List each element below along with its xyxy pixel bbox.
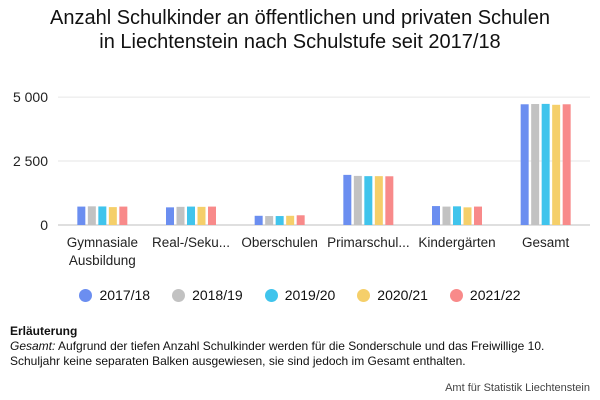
legend-label: 2017/18	[99, 287, 151, 303]
legend-item[interactable]: 2020/21	[357, 287, 428, 303]
bar	[364, 176, 373, 225]
legend-label: 2019/20	[284, 287, 336, 303]
x-tick-label: Gesamt	[522, 235, 570, 250]
bar	[265, 216, 274, 225]
bar	[531, 104, 540, 225]
bar	[197, 206, 206, 225]
legend-marker	[357, 288, 371, 302]
explanation-note: Erläuterung Gesamt: Aufgrund der tiefen …	[10, 324, 595, 369]
bar	[374, 176, 383, 225]
bar	[98, 206, 107, 225]
bars	[77, 103, 571, 225]
source-credit: Amt für Statistik Liechtenstein	[445, 382, 590, 394]
y-tick-label: 5 000	[13, 89, 48, 105]
bar	[119, 206, 128, 225]
note-text: Aufgrund der tiefen Anzahl Schulkinder w…	[10, 339, 545, 368]
x-tick-label: Primarschul...	[327, 235, 410, 250]
bar	[453, 206, 461, 225]
bar	[474, 206, 482, 225]
bar	[296, 215, 305, 225]
y-axis-ticks: 0 2 500 5 000	[13, 89, 48, 233]
bar	[562, 104, 571, 225]
legend-item[interactable]: 2019/20	[264, 287, 336, 303]
legend-marker	[79, 288, 93, 302]
bar	[166, 207, 174, 225]
bar	[187, 206, 195, 225]
legend-label: 2021/22	[469, 287, 521, 303]
x-tick-label: Oberschulen	[241, 235, 318, 250]
bar	[353, 175, 362, 225]
legend-item[interactable]: 2021/22	[449, 287, 521, 303]
legend-marker	[264, 288, 278, 302]
note-body: Gesamt: Aufgrund der tiefen Anzahl Schul…	[10, 339, 595, 369]
x-tick-label: Ausbildung	[69, 253, 136, 268]
bar	[432, 206, 440, 225]
legend-marker	[172, 288, 186, 302]
bar	[541, 103, 550, 225]
bar	[520, 104, 529, 225]
bar	[77, 206, 86, 225]
bar-chart: 0 2 500 5 000 Gymnasiale Ausbildung Real-/Se…	[13, 89, 590, 268]
bar	[385, 176, 394, 225]
y-tick-label: 2 500	[13, 153, 48, 169]
x-tick-label: Real-/Seku...	[152, 235, 230, 250]
y-tick-label: 0	[40, 217, 48, 233]
legend-item[interactable]: 2017/18	[79, 287, 150, 303]
chart-title: Anzahl Schulkinder an öffentlichen und p…	[50, 7, 550, 53]
legend-marker	[449, 288, 463, 302]
legend-item[interactable]: 2018/19	[172, 287, 243, 303]
x-axis-labels: Gymnasiale Ausbildung Real-/Seku... Obersch…	[67, 235, 570, 268]
bar	[463, 207, 472, 225]
legend: 2017/18 2018/19 2019/20 2020/21 2021/22	[0, 287, 600, 303]
bar	[108, 207, 117, 225]
bar	[442, 206, 451, 225]
bar	[275, 216, 284, 225]
x-tick-label: Kindergärten	[418, 235, 495, 250]
bar	[254, 215, 263, 225]
note-label: Gesamt:	[10, 339, 56, 353]
bar	[552, 104, 561, 225]
legend-label: 2018/19	[192, 287, 243, 303]
bar	[208, 206, 216, 225]
note-title: Erläuterung	[10, 324, 78, 338]
bar	[286, 215, 295, 225]
bar	[176, 206, 185, 225]
legend-label: 2020/21	[377, 287, 428, 303]
bar	[87, 206, 96, 225]
bar	[343, 174, 352, 225]
x-tick-label: Gymnasiale	[67, 235, 138, 250]
grid-lines	[58, 96, 590, 226]
